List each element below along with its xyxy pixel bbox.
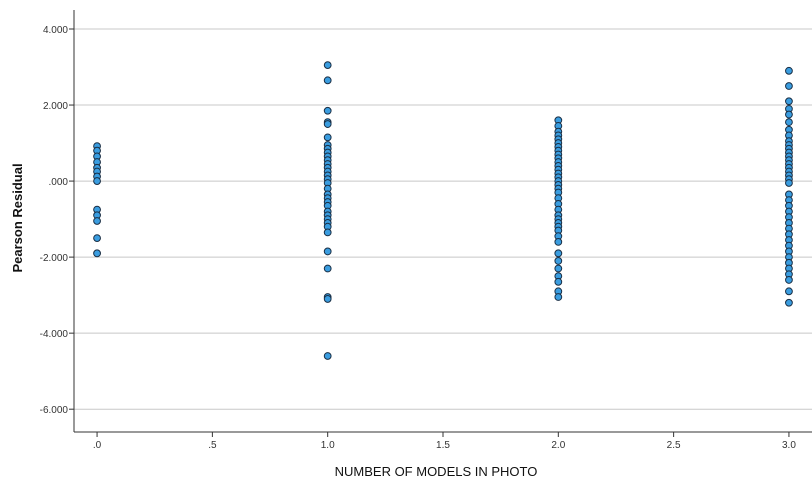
data-point [93,234,101,243]
data-points [93,61,793,360]
data-point [323,133,332,142]
y-axis-ticks: 4.000 2.000 .000 -2.000 -4.000 -6.000 [40,25,74,416]
y-tick-label: -4.000 [40,329,69,340]
data-point [785,298,793,307]
data-point [323,61,332,70]
y-tick-label: -2.000 [40,253,69,264]
data-point [554,238,563,246]
x-tick-label: .0 [93,440,102,451]
y-axis-title: Pearson Residual [10,163,25,272]
y-tick-label: .000 [49,177,69,188]
data-point [785,82,793,90]
data-point [785,276,793,284]
data-point [323,106,332,115]
x-tick-label: 2.0 [551,440,565,451]
data-point [785,97,793,106]
data-point [323,264,332,273]
x-axis-ticks: .0 .5 1.0 1.5 2.0 2.5 3.0 [93,432,796,451]
data-point [554,264,563,273]
x-axis-title: NUMBER OF MODELS IN PHOTO [335,464,538,479]
data-point [323,228,332,237]
y-tick-label: 4.000 [43,25,68,36]
data-point [785,118,793,127]
y-tick-label: 2.000 [43,101,68,112]
data-point [93,249,101,258]
data-point [323,120,332,128]
data-point [554,277,563,286]
data-point [554,257,563,265]
data-point [785,179,793,187]
data-point [785,66,793,75]
x-tick-label: 3.0 [782,440,796,451]
data-point [323,247,332,256]
x-tick-label: 1.0 [321,440,335,451]
data-point [93,217,101,225]
data-point [554,293,563,301]
x-tick-label: 1.5 [436,440,450,451]
data-point [93,177,101,185]
data-point [554,249,563,258]
gridlines [74,28,812,410]
x-tick-label: .5 [208,440,217,451]
data-point [323,76,332,85]
y-tick-label: -6.000 [40,405,69,416]
data-point [323,295,332,303]
x-tick-label: 2.5 [667,440,681,451]
data-point [785,287,793,296]
data-point [785,110,793,119]
data-point [323,352,332,360]
